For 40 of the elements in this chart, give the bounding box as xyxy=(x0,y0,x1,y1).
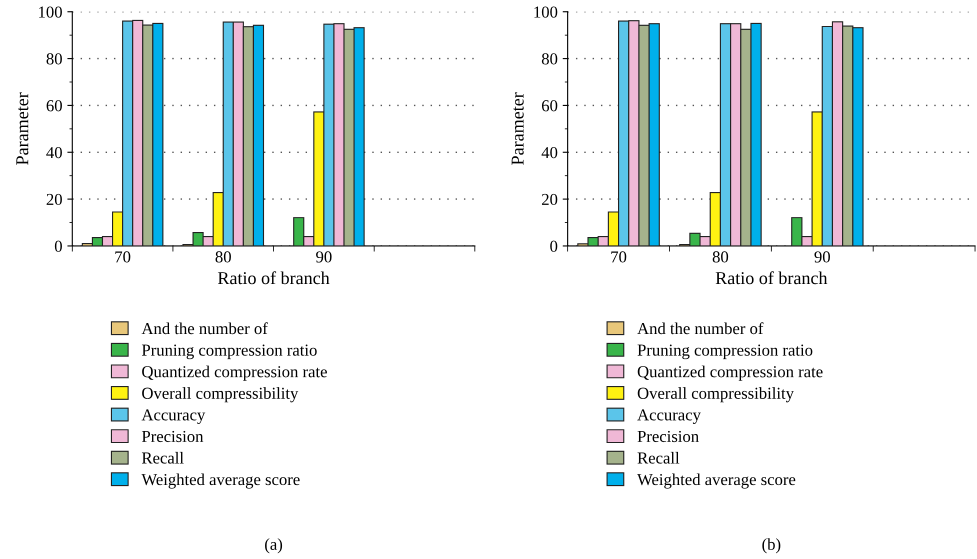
x-axis-title: Ratio of branch xyxy=(218,271,330,284)
x-tick-label: 80 xyxy=(712,251,728,263)
y-tick-label: 100 xyxy=(39,6,62,18)
legend-label: Accuracy xyxy=(637,409,701,424)
y-tick-label: 40 xyxy=(542,146,558,158)
text: (a) xyxy=(265,538,282,554)
legend-label: Pruning compression ratio xyxy=(638,344,812,360)
legend-label: Recall xyxy=(142,452,184,464)
legend-label: Accuracy xyxy=(142,409,206,424)
x-tick-label: 80 xyxy=(216,251,231,263)
x-tick-label: 90 xyxy=(814,251,830,263)
legend-label: Precision xyxy=(142,430,204,442)
y-tick-label: 60 xyxy=(542,100,558,112)
x-axis-title: Ratio of branch xyxy=(716,271,828,284)
y-tick-label: 20 xyxy=(46,194,62,206)
legend-label: Precision xyxy=(638,430,699,442)
y-tick-label: 0 xyxy=(54,240,62,252)
legend-label: Weighted average score xyxy=(141,473,300,489)
y-tick-label: 40 xyxy=(46,146,62,158)
text: (b) xyxy=(762,538,780,554)
y-tick-label: 20 xyxy=(542,194,558,206)
y-axis-title: Parameter xyxy=(512,92,524,165)
y-axis-title: Parameter xyxy=(16,92,28,165)
legend-label: Quantized compression rate xyxy=(638,366,823,381)
x-tick-label: 90 xyxy=(316,251,332,263)
legend-label: Pruning compression ratio xyxy=(142,344,317,360)
x-tick-label: 70 xyxy=(611,251,626,263)
y-tick-label: 80 xyxy=(542,53,558,65)
legend-label: Weighted average score xyxy=(637,473,796,489)
legend-label: Overall compressibility xyxy=(142,387,298,402)
legend-label: Recall xyxy=(638,452,680,464)
legend-label: Quantized compression rate xyxy=(142,366,327,381)
y-tick-label: 0 xyxy=(550,240,558,252)
y-tick-label: 80 xyxy=(46,53,62,65)
y-tick-label: 60 xyxy=(46,100,62,112)
legend-label: Overall compressibility xyxy=(638,387,794,402)
legend-label: And the number of xyxy=(142,322,268,334)
legend-label: And the number of xyxy=(637,322,764,334)
x-tick-label: 70 xyxy=(115,251,130,263)
y-tick-label: 100 xyxy=(534,6,558,18)
